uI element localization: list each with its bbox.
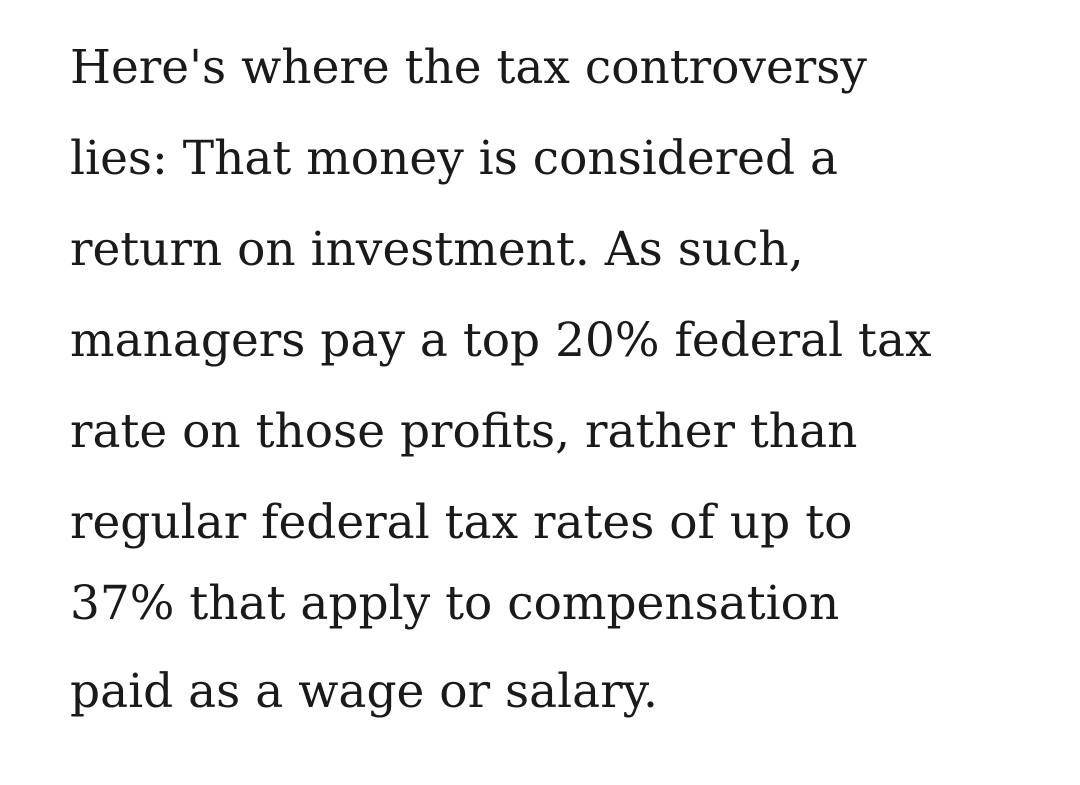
paragraph-line: paid as a wage or salary. xyxy=(70,664,658,719)
paragraph-line: managers pay a top 20% federal tax xyxy=(70,313,932,368)
paragraph-line: return on investment. As such, xyxy=(70,222,804,277)
paragraph-line: regular federal tax rates of up to xyxy=(70,495,853,550)
paragraph-line: lies: That money is considered a xyxy=(70,131,839,186)
paragraph-line: Here's where the tax controversy xyxy=(70,40,867,95)
paragraph-line: 37% that apply to compensation xyxy=(70,576,840,631)
paragraph-line: rate on those profits, rather than xyxy=(70,404,858,459)
